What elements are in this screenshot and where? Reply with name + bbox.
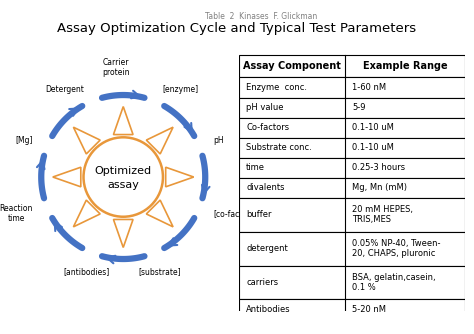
Polygon shape [113,219,133,247]
Bar [239,77,465,98]
Text: Detergent: Detergent [46,85,84,94]
Text: Example Range: Example Range [363,61,447,71]
Text: 0.1-10 uM: 0.1-10 uM [352,123,394,132]
Text: Antibodies: Antibodies [246,305,291,314]
Polygon shape [166,167,194,187]
Text: [antibodies]: [antibodies] [64,267,110,276]
Text: buffer: buffer [246,210,272,219]
Text: Co-factors: Co-factors [246,123,289,132]
Bar [239,98,465,118]
Text: [enzyme]: [enzyme] [162,85,198,94]
Text: 0.25-3 hours: 0.25-3 hours [352,163,405,172]
Bar [239,266,465,299]
Text: Mg, Mn (mM): Mg, Mn (mM) [352,183,407,192]
Circle shape [83,137,163,217]
Bar [239,299,465,320]
Polygon shape [113,107,133,135]
Text: time: time [246,163,265,172]
Text: [Mg]: [Mg] [16,136,33,145]
Bar [239,178,465,198]
Polygon shape [73,200,100,227]
Text: carriers: carriers [246,278,278,287]
Text: Enzyme  conc.: Enzyme conc. [246,83,307,92]
Bar [239,118,465,138]
Text: [co-factors]: [co-factors] [213,209,258,218]
Text: Table  2  Kinases  F. Glickman: Table 2 Kinases F. Glickman [205,12,317,21]
Polygon shape [53,167,81,187]
Bar [239,232,465,266]
Text: Substrate conc.: Substrate conc. [246,143,312,152]
Text: Assay Component: Assay Component [243,61,341,71]
Text: Carrier
protein: Carrier protein [102,58,129,77]
Text: 1-60 nM: 1-60 nM [352,83,386,92]
Bar [239,138,465,158]
Text: divalents: divalents [246,183,284,192]
Text: detergent: detergent [246,244,288,253]
Polygon shape [146,127,173,154]
Bar [239,55,465,77]
Text: pH value: pH value [246,103,283,112]
Text: BSA, gelatin,casein,
0.1 %: BSA, gelatin,casein, 0.1 % [352,273,436,292]
Text: Assay Optimization Cycle and Typical Test Parameters: Assay Optimization Cycle and Typical Tes… [57,22,417,35]
Text: 0.1-10 uM: 0.1-10 uM [352,143,394,152]
Text: pH: pH [213,136,224,145]
Text: Optimized: Optimized [95,166,152,176]
Polygon shape [73,127,100,154]
Text: 5-9: 5-9 [352,103,365,112]
Text: assay: assay [107,180,139,190]
Bar [239,158,465,178]
Bar [239,198,465,232]
Text: 5-20 nM: 5-20 nM [352,305,386,314]
Text: Reaction
time: Reaction time [0,204,33,223]
Text: 20 mM HEPES,
TRIS,MES: 20 mM HEPES, TRIS,MES [352,205,413,224]
Polygon shape [146,200,173,227]
Text: 0.05% NP-40, Tween-
20, CHAPS, pluronic: 0.05% NP-40, Tween- 20, CHAPS, pluronic [352,239,440,258]
Text: [substrate]: [substrate] [138,267,181,276]
